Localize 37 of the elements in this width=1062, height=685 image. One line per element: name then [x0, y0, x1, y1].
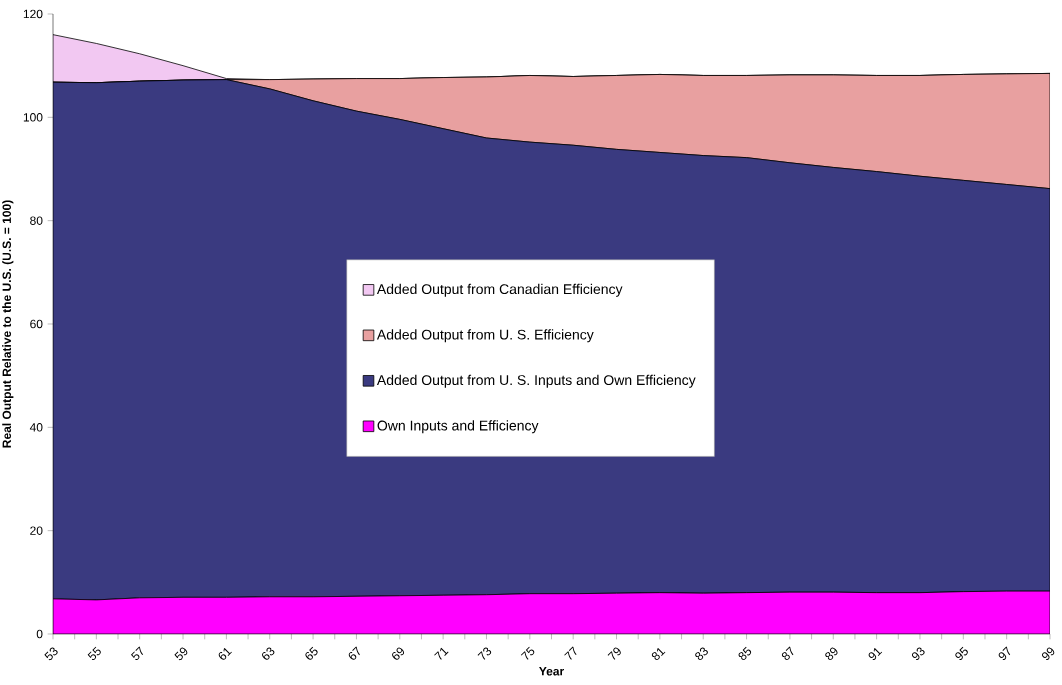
x-tick-label: 71 — [434, 647, 449, 660]
legend-label: Own Inputs and Efficiency — [377, 420, 539, 434]
x-tick-label: 97 — [998, 646, 1011, 661]
x-tick-label: 61 — [218, 647, 232, 660]
x-tick-label: 87 — [781, 646, 794, 661]
x-tick-label: 75 — [520, 646, 535, 660]
x-tick-label: 83 — [695, 647, 708, 661]
x-tick-label: 55 — [87, 646, 101, 661]
x-tick-label: 91 — [868, 647, 883, 661]
x-tick-label: 93 — [911, 647, 925, 661]
y-tick-label: 60 — [30, 319, 43, 329]
y-tick-label: 40 — [29, 423, 43, 432]
y-axis-title: Real Output Relative to the U.S. (U.S. = 100) — [2, 200, 14, 448]
x-tick-label: 65 — [305, 646, 318, 660]
y-tick-label: 100 — [23, 113, 43, 122]
x-tick-label: 63 — [262, 647, 275, 660]
y-tick-label: 20 — [30, 526, 43, 535]
x-tick-label: 57 — [130, 646, 144, 661]
x-tick-label: 85 — [738, 646, 752, 661]
x-tick-label: 73 — [477, 647, 492, 660]
x-tick-label: 69 — [392, 647, 405, 660]
y-tick-label: 80 — [30, 216, 43, 225]
y-tick-label: 0 — [36, 629, 43, 639]
x-tick-label: 59 — [174, 647, 188, 661]
legend-label: Added Output from U. S. Efficiency — [376, 329, 594, 343]
x-tick-label: 89 — [825, 647, 838, 661]
x-axis-title: Year — [539, 667, 565, 676]
legend-label: Added Output from U. S. Inputs and Own Efficiency — [376, 374, 696, 388]
x-tick-label: 99 — [1042, 647, 1055, 661]
x-tick-label: 77 — [564, 646, 577, 660]
x-tick-label: 67 — [348, 646, 360, 660]
x-tick-label: 81 — [651, 647, 666, 661]
x-tick-label: 79 — [607, 647, 621, 660]
x-tick-label: 53 — [44, 647, 58, 661]
legend-label: Added Output from Canadian Efficiency — [376, 283, 623, 297]
y-tick-label: 120 — [23, 9, 43, 19]
x-tick-label: 95 — [955, 646, 968, 661]
